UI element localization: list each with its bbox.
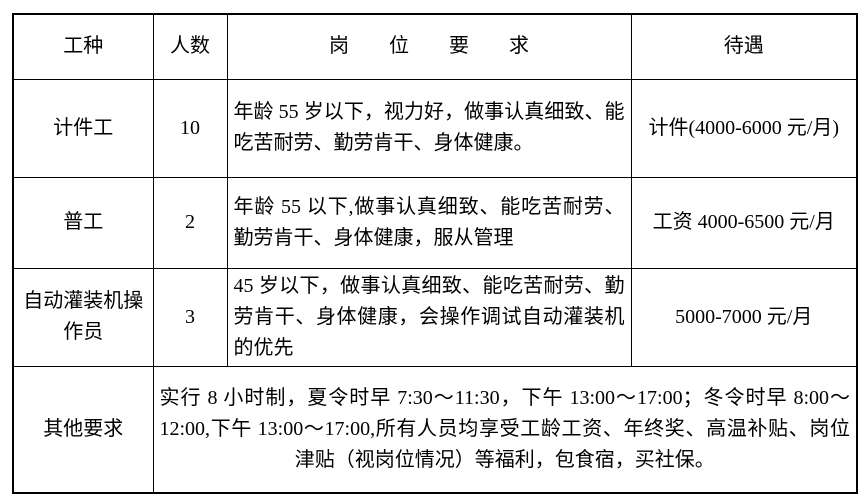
header-headcount: 人数: [152, 13, 228, 80]
footer-label: 其他要求: [12, 365, 154, 494]
table-row: 自动灌装机操作员 3 45 岁以下，做事认真细致、能吃苦耐劳、勤劳肯干、身体健康…: [12, 267, 858, 367]
cell-job-type: 普工: [12, 176, 154, 269]
cell-headcount: 3: [152, 267, 228, 367]
table-header-row: 工种 人数 岗 位 要 求 待遇: [12, 13, 858, 80]
header-requirements: 岗 位 要 求: [226, 13, 632, 80]
cell-job-type: 计件工: [12, 78, 154, 178]
cell-salary: 5000-7000 元/月: [630, 267, 858, 367]
header-job-type: 工种: [12, 13, 154, 80]
table-row: 计件工 10 年龄 55 岁以下，视力好，做事认真细致、能吃苦耐劳、勤劳肯干、身…: [12, 78, 858, 178]
footer-content: 实行 8 小时制，夏令时早 7:30～11:30，下午 13:00～17:00；…: [152, 365, 858, 494]
cell-job-type: 自动灌装机操作员: [12, 267, 154, 367]
cell-salary: 工资 4000-6500 元/月: [630, 176, 858, 269]
table-row: 普工 2 年龄 55 以下,做事认真细致、能吃苦耐劳、勤劳肯干、身体健康，服从管…: [12, 176, 858, 269]
table-footer-row: 其他要求 实行 8 小时制，夏令时早 7:30～11:30，下午 13:00～1…: [12, 365, 858, 494]
cell-requirements: 45 岁以下，做事认真细致、能吃苦耐劳、勤劳肯干、身体健康，会操作调试自动灌装机…: [226, 267, 632, 367]
cell-headcount: 2: [152, 176, 228, 269]
cell-requirements: 年龄 55 岁以下，视力好，做事认真细致、能吃苦耐劳、勤劳肯干、身体健康。: [226, 78, 632, 178]
header-salary: 待遇: [630, 13, 858, 80]
recruitment-table: 工种 人数 岗 位 要 求 待遇 计件工 10 年龄 55 岁以下，视力好，做事…: [12, 13, 858, 494]
cell-headcount: 10: [152, 78, 228, 178]
cell-salary: 计件(4000-6000 元/月): [630, 78, 858, 178]
cell-requirements: 年龄 55 以下,做事认真细致、能吃苦耐劳、勤劳肯干、身体健康，服从管理: [226, 176, 632, 269]
